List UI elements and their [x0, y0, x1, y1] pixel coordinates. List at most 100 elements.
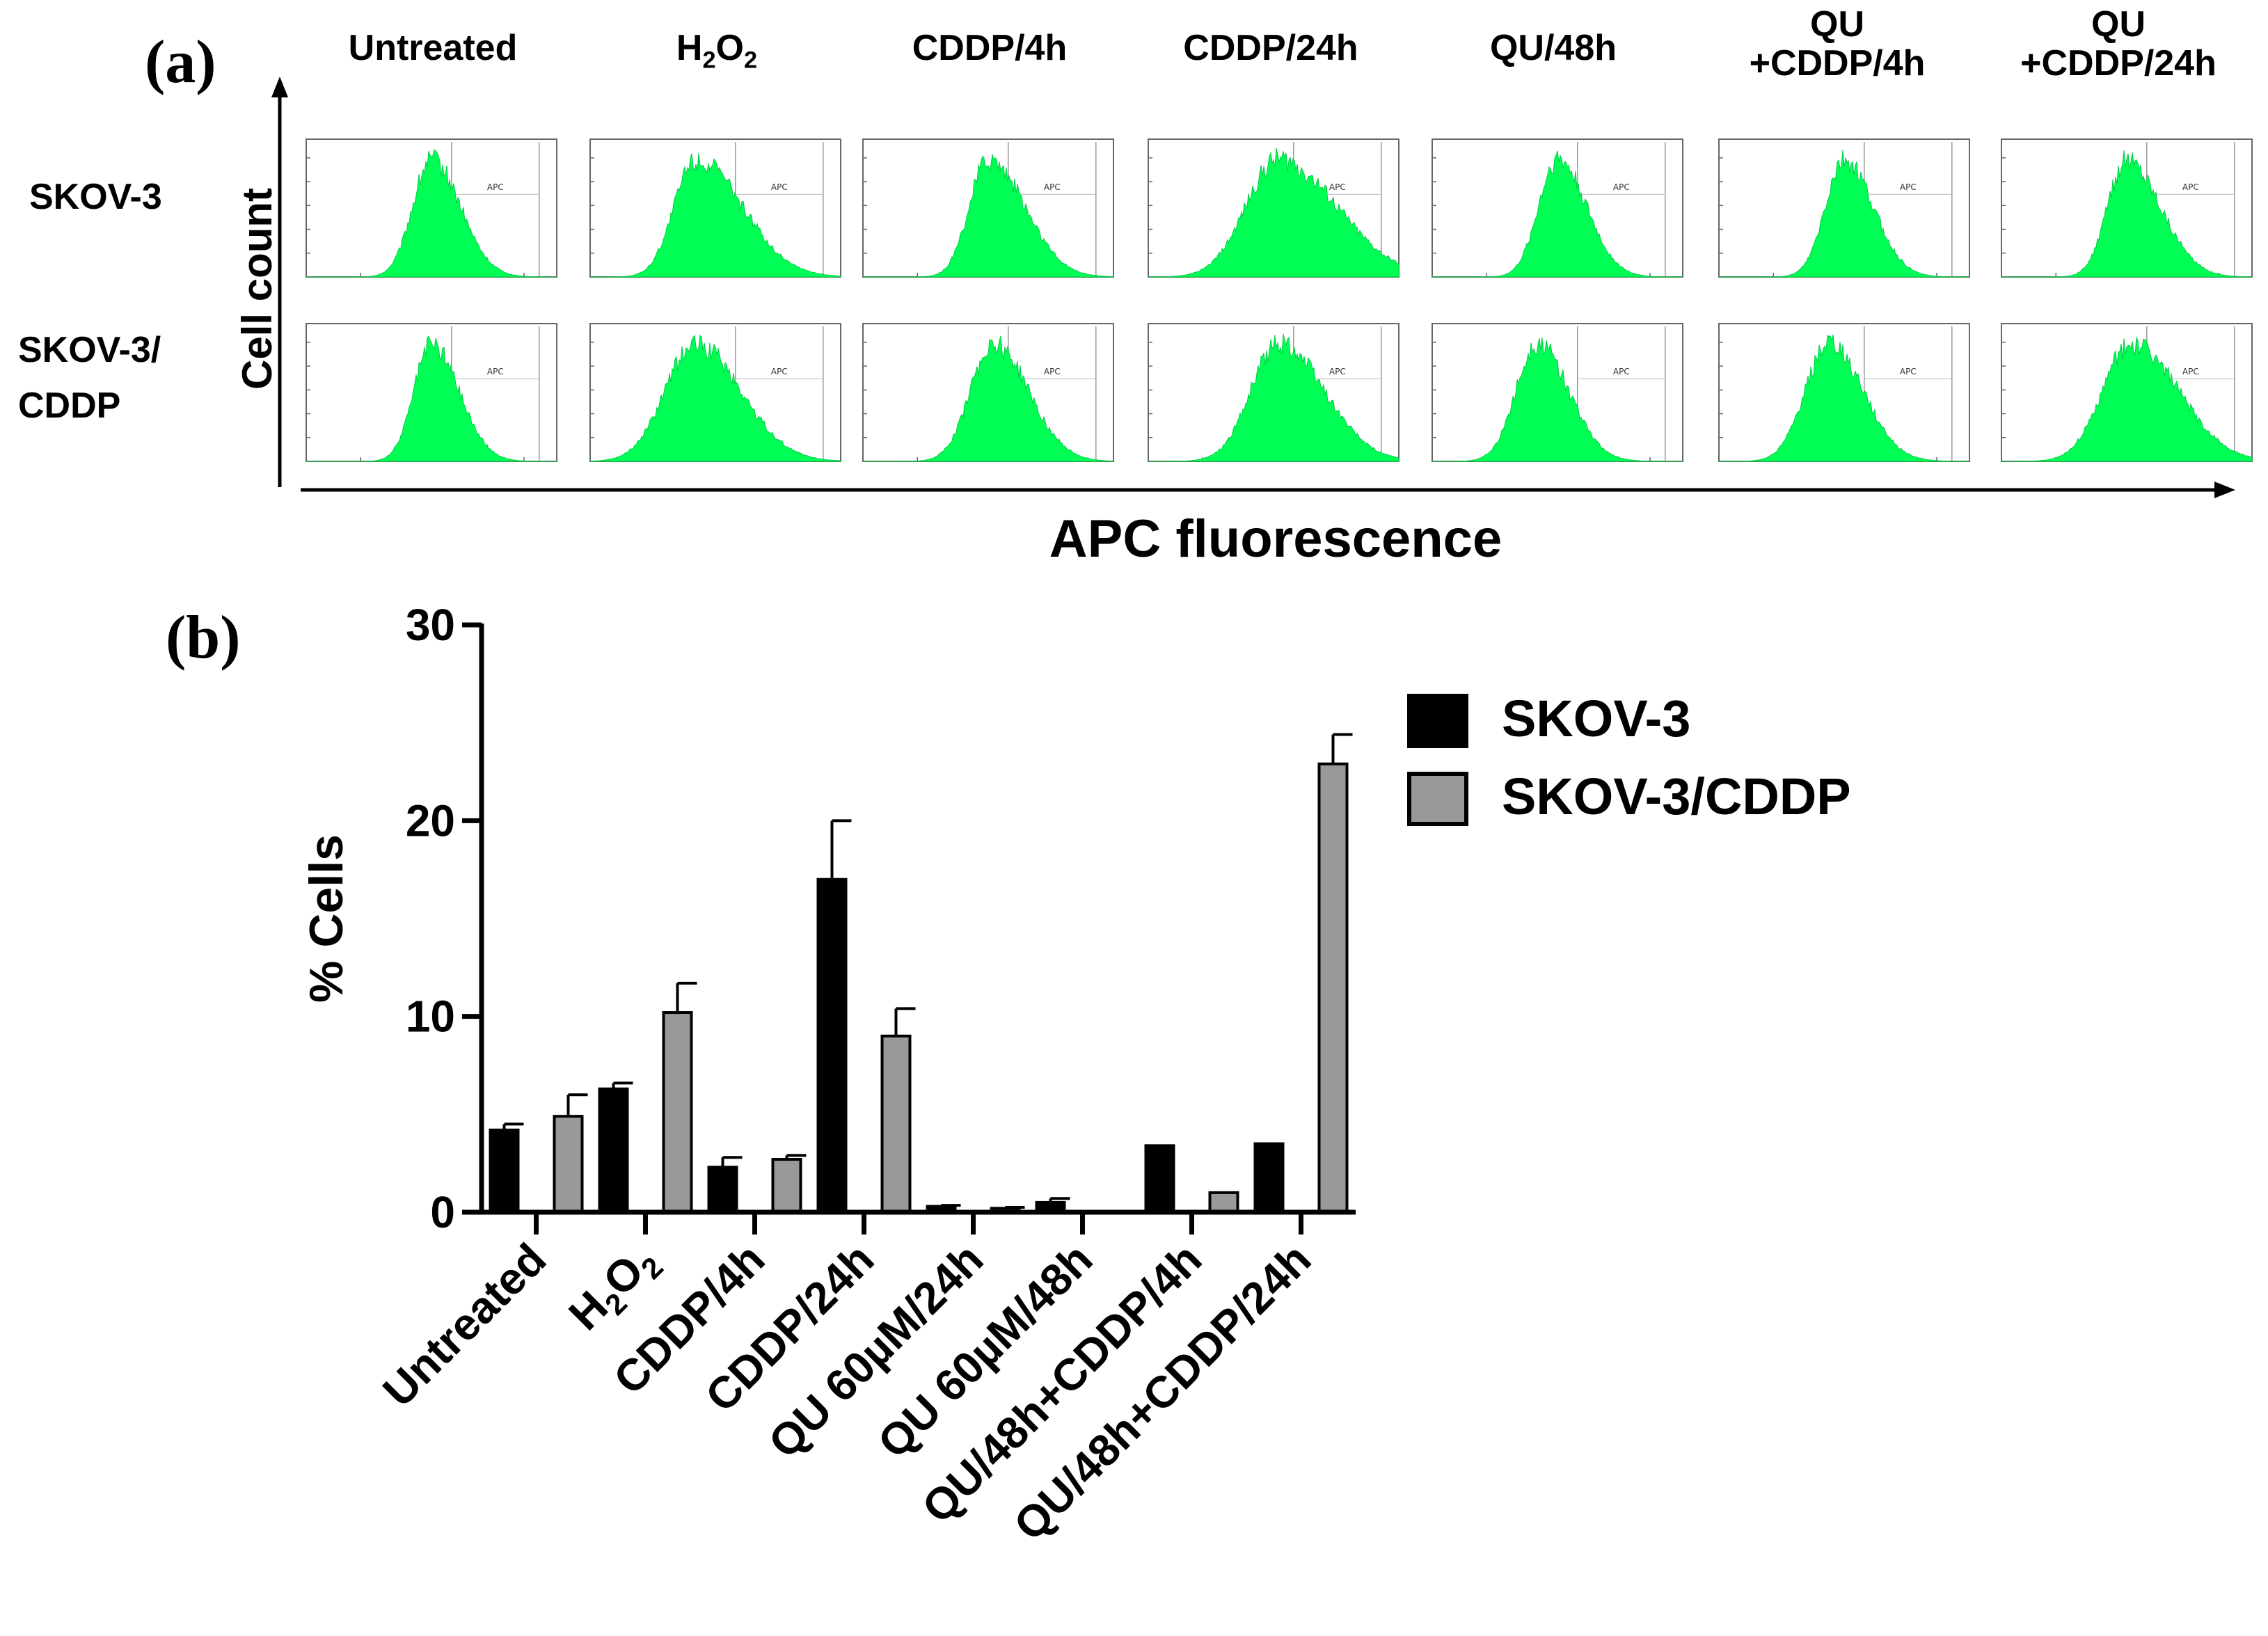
bar-group-skov3-h2o2 [598, 1081, 633, 1214]
histogram-skov3-qu-cddp-4h: APC [1718, 138, 1970, 278]
y-axis-label: % Cells [300, 834, 353, 1003]
bar-skov3-h2o2 [598, 1087, 629, 1214]
bar-group-skov3-cddp-untreated [553, 1093, 588, 1214]
histogram-distribution [306, 149, 557, 278]
header-h2o2: H2O2 [676, 28, 757, 73]
bar-group-skov3-cddp-qu-48h-cddp-24h [1317, 733, 1353, 1214]
gate-label: APC [1613, 182, 1630, 192]
gate-label: APC [1044, 367, 1061, 376]
row-label-skov3-line1: SKOV-3 [29, 177, 162, 217]
legend-swatch-skov3 [1407, 694, 1468, 748]
panel-a-label: (a) [145, 29, 216, 96]
bar-group-skov3-qu-48h-cddp-4h [1144, 1144, 1175, 1214]
header-qu-cddp-4h-line1: QU [1810, 4, 1864, 45]
cell-count-axis-label: Cell count [234, 188, 280, 390]
panel-a-axes [271, 77, 2235, 498]
histogram-skov3-cddp-qu-cddp-4h: APC [1718, 323, 1970, 462]
gate-label: APC [771, 367, 788, 376]
histogram-distribution [1432, 337, 1683, 462]
legend-label-skov3-cddp: SKOV-3/CDDP [1502, 768, 1851, 825]
bar-skov3-untreated [489, 1128, 520, 1214]
bar-skov3-cddp-untreated [553, 1115, 584, 1214]
condition-headers: Untreated H2O2 CDDP/4h CDDP/24h QU/48hQU+CDD… [349, 4, 2217, 84]
formula-part: H [676, 28, 703, 68]
gate-label: APC [487, 182, 504, 192]
panel-b-label: (b) [166, 604, 241, 672]
y-tick-label-0: 0 [430, 1187, 455, 1237]
apc-axis-arrowhead [2214, 482, 2235, 498]
bar-group-skov3-cddp-4h [707, 1156, 743, 1214]
histogram-distribution [590, 153, 841, 278]
bar-group-skov3-cddp-h2o2 [662, 981, 697, 1214]
bar-group-skov3-cddp-qu-48h-cddp-4h [1208, 1191, 1239, 1214]
histogram-distribution [1432, 150, 1683, 278]
histogram-skov3-qu-cddp-24h: APC [2001, 138, 2253, 278]
histogram-skov3-h2o2: APC [589, 138, 841, 278]
histogram-skov3-cddp-untreated: APC [306, 323, 557, 462]
bar-skov3-cddp-cddp-4h [771, 1158, 802, 1214]
legend-label-skov3: SKOV-3 [1502, 690, 1690, 747]
histogram-distribution [1148, 333, 1399, 462]
y-tick-label-10: 10 [406, 992, 455, 1042]
panel-b-bar-chart: (b) % Cells 0 10 20 30 Untreated H2O2CDDP/4h… [166, 600, 1851, 1550]
histogram-distribution [863, 335, 1114, 462]
header-qu-cddp-24h-line2: +CDDP/24h [2020, 43, 2217, 84]
histogram-distribution [2001, 150, 2253, 278]
bar-group-skov3-cddp-24h [816, 819, 852, 1214]
histogram-distribution [1148, 148, 1399, 278]
cell-count-axis-arrowhead [271, 77, 288, 97]
y-tick-label-30: 30 [406, 600, 455, 650]
bar-skov3-cddp-4h [707, 1166, 738, 1214]
histogram-distribution [589, 334, 841, 462]
histogram-skov3-untreated: APC [306, 138, 557, 278]
histogram-distribution [2001, 336, 2253, 462]
formula-part: O [716, 28, 744, 68]
apc-fluorescence-axis-label: APC fluorescence [1049, 509, 1502, 569]
panel-a-flow-histograms: (a) Untreated H2O2 CDDP/4h CDDP/24h QU/48hQU… [18, 4, 2253, 569]
histogram-skov3-qu-48h: APC [1432, 138, 1683, 278]
bar-group-skov3-cddp-cddp-4h [771, 1154, 807, 1214]
gate-label: APC [1044, 182, 1061, 192]
bar-group-skov3-untreated [489, 1122, 524, 1214]
subscript: 2 [744, 47, 757, 73]
gate-label: APC [1329, 182, 1346, 192]
gate-label: APC [2182, 367, 2199, 376]
gate-label: APC [1900, 367, 1917, 376]
bar-series [489, 733, 1353, 1214]
header-cddp-24h: CDDP/24h [1183, 28, 1358, 68]
subscript: 2 [702, 47, 715, 73]
legend: SKOV-3 SKOV-3/CDDP [1407, 690, 1851, 826]
header-qu-48h: QU/48h [1490, 28, 1617, 68]
bar-skov3-cddp-24h [816, 877, 848, 1214]
histogram-grid: APC APC APC APC APC APC APC APC APC APC APC APC APC A… [306, 138, 2253, 462]
histogram-distribution [1719, 334, 1969, 462]
histogram-skov3-cddp-qu-48h: APC [1432, 323, 1683, 462]
x-tick-label-untreated: Untreated [373, 1234, 555, 1416]
histogram-skov3-cddp-h2o2: APC [589, 323, 841, 462]
y-axis: 0 10 20 30 [406, 600, 484, 1237]
histogram-skov3-cddp-cddp-4h: APC [862, 323, 1114, 462]
gate-label: APC [487, 367, 504, 376]
header-qu-cddp-4h-line2: +CDDP/4h [1750, 43, 1926, 84]
gate-label: APC [1329, 367, 1346, 376]
bar-skov3-cddp-h2o2 [662, 1011, 693, 1214]
cell-line-labels: SKOV-3 SKOV-3/CDDP [18, 177, 162, 426]
bar-group-skov3-cddp-cddp-24h [880, 1007, 916, 1214]
bar-skov3-cddp-qu-48h-cddp-4h [1208, 1191, 1239, 1214]
gate-label: APC [2182, 182, 2199, 192]
header-untreated: Untreated [349, 28, 518, 68]
histogram-skov3-cddp-qu-cddp-24h: APC [2001, 323, 2253, 462]
gate-label: APC [1900, 182, 1917, 192]
bar-skov3-cddp-cddp-24h [880, 1034, 912, 1214]
row-label-skov3-cddp-line1: SKOV-3/ [18, 330, 161, 370]
histogram-skov3-cddp-4h: APC [862, 138, 1114, 278]
bar-skov3-cddp-qu-48h-cddp-24h [1317, 762, 1349, 1214]
row-label-skov3-cddp-line2: CDDP [18, 386, 120, 426]
header-cddp-4h: CDDP/4h [912, 28, 1067, 68]
histogram-distribution [863, 154, 1114, 278]
y-tick-label-20: 20 [406, 795, 455, 845]
histogram-distribution [306, 335, 557, 462]
bar-skov3-qu-48h-cddp-4h [1144, 1144, 1175, 1214]
